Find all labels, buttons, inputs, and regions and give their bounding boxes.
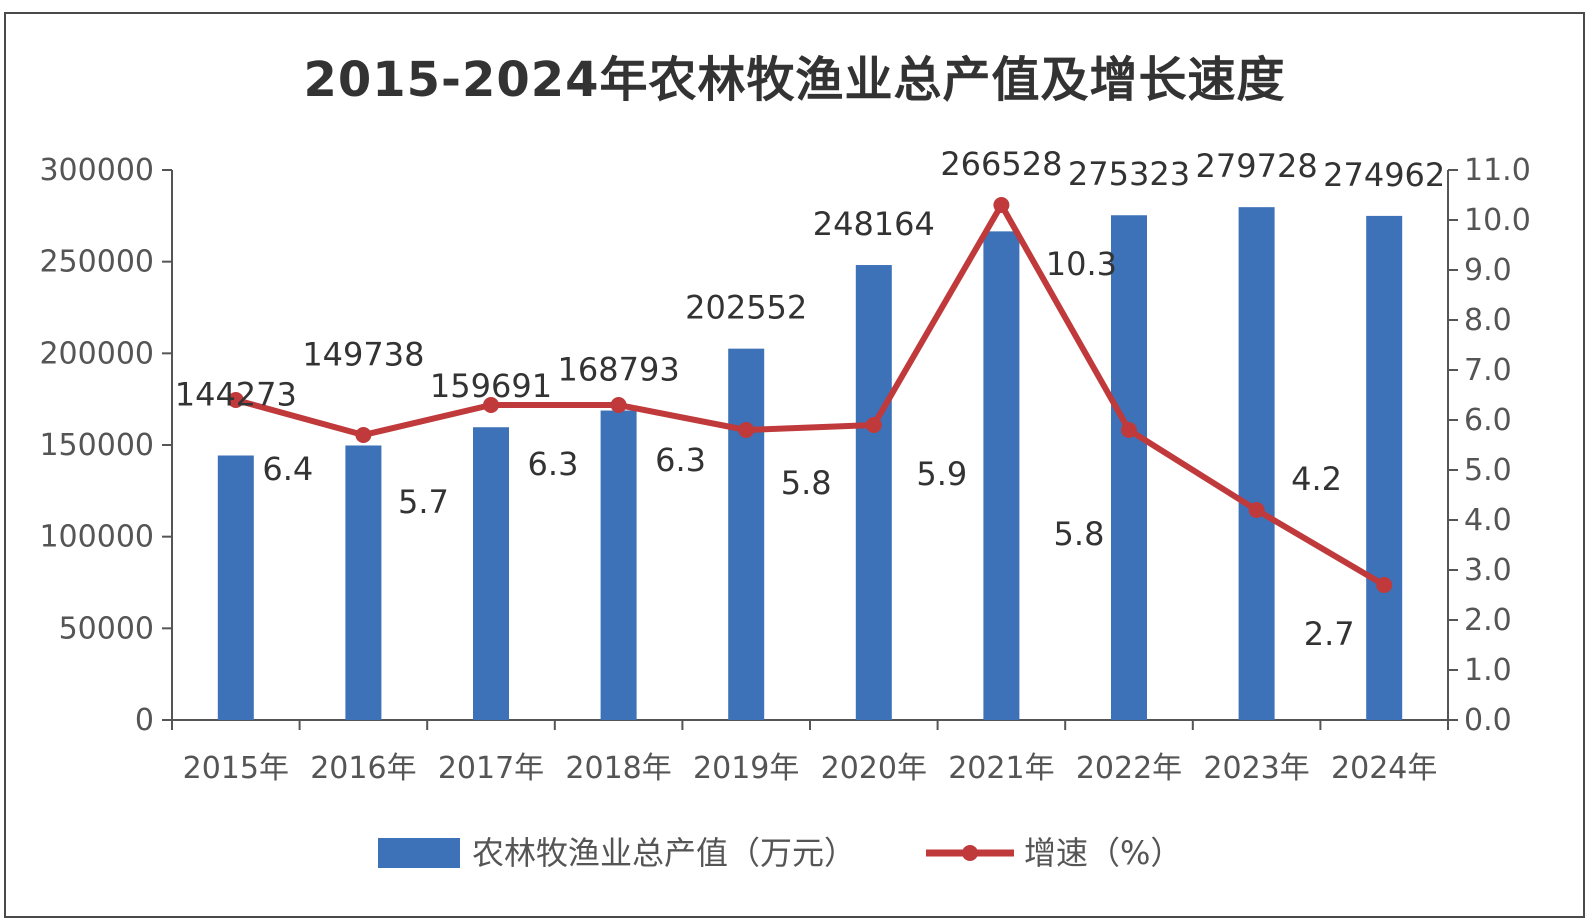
growth-point [1376, 577, 1393, 593]
growth-value-label: 6.3 [528, 445, 579, 483]
growth-point [1121, 422, 1137, 438]
growth-value-label: 5.7 [398, 483, 449, 521]
x-tick-label: 2022年 [1076, 751, 1182, 786]
growth-point [227, 392, 244, 408]
legend-bar-label: 农林牧渔业总产值（万元） [472, 834, 856, 872]
growth-value-label: 6.4 [262, 450, 313, 488]
x-tick-label: 2023年 [1203, 751, 1309, 786]
growth-point [483, 397, 499, 413]
bar-value-label: 275323 [1068, 155, 1190, 193]
y-right-tick-label: 7.0 [1464, 353, 1512, 388]
x-tick-label: 2020年 [821, 751, 927, 786]
y-right-tick-label: 3.0 [1464, 553, 1512, 588]
y-left-tick-label: 50000 [59, 611, 154, 646]
y-right-tick-label: 8.0 [1464, 303, 1512, 338]
growth-line [227, 197, 1393, 593]
bar [600, 410, 637, 720]
x-tick-label: 2015年 [183, 751, 289, 786]
x-tick-label: 2021年 [948, 751, 1054, 786]
growth-value-label: 4.2 [1291, 460, 1342, 498]
y-right-tick-label: 1.0 [1464, 653, 1512, 688]
bar-value-label: 274962 [1323, 156, 1445, 194]
y-left-tick-label: 250000 [39, 245, 154, 280]
bar-value-label: 144273 [175, 375, 297, 413]
y-left-tick-label: 0 [135, 703, 154, 738]
bar-value-label: 149738 [302, 335, 424, 373]
x-tick-label: 2018年 [565, 751, 671, 786]
bar-value-label: 266528 [940, 145, 1062, 183]
bar-value-label: 248164 [813, 205, 935, 243]
chart-frame [4, 12, 1585, 918]
growth-value-label: 2.7 [1304, 615, 1355, 653]
bar-value-label: 159691 [430, 367, 552, 405]
y-left-tick-label: 300000 [39, 153, 154, 188]
x-tick-label: 2024年 [1331, 751, 1437, 786]
growth-value-label: 6.3 [655, 441, 706, 479]
bar [855, 265, 892, 720]
x-tick-label: 2017年 [438, 751, 544, 786]
growth-point [865, 417, 882, 433]
legend-line-marker [962, 845, 978, 861]
growth-point [610, 397, 627, 413]
y-right-tick-label: 4.0 [1464, 503, 1512, 538]
y-left-tick-label: 200000 [39, 336, 154, 371]
bar [217, 455, 254, 720]
y-right-tick-label: 6.0 [1464, 403, 1512, 438]
bar [345, 445, 382, 720]
bar [473, 427, 509, 720]
y-right-tick-label: 11.0 [1464, 153, 1531, 188]
growth-point [1248, 502, 1265, 518]
y-right-tick-label: 9.0 [1464, 253, 1512, 288]
y-left-tick-label: 100000 [39, 520, 154, 555]
y-right-tick-label: 5.0 [1464, 453, 1512, 488]
growth-point [738, 422, 755, 438]
legend-line-label: 增速（%） [1024, 834, 1182, 872]
bar [728, 348, 765, 720]
bar [1366, 215, 1403, 720]
bar [1238, 207, 1275, 720]
growth-value-label: 5.8 [781, 464, 832, 502]
growth-value-label: 5.9 [916, 455, 967, 493]
growth-value-label: 10.3 [1046, 245, 1117, 283]
y-left-tick-label: 150000 [39, 428, 154, 463]
bar-value-label: 168793 [558, 351, 680, 389]
growth-point [993, 197, 1010, 213]
growth-line-path [235, 202, 1386, 588]
legend: 农林牧渔业总产值（万元） 增速（%） [378, 834, 1182, 872]
bar [1111, 215, 1147, 721]
y-right-tick-label: 2.0 [1464, 603, 1512, 638]
growth-point [355, 427, 372, 443]
x-tick-label: 2019年 [693, 751, 799, 786]
x-tick-label: 2016年 [310, 751, 416, 786]
bars [217, 207, 1403, 721]
bar [983, 231, 1020, 720]
y-right-tick-label: 0.0 [1464, 703, 1512, 738]
chart-title: 2015-2024年农林牧渔业总产值及增长速度 [303, 52, 1286, 108]
bar-value-label: 202552 [685, 289, 807, 327]
bar-value-label: 279728 [1196, 147, 1318, 185]
growth-value-label: 5.8 [1054, 515, 1105, 553]
legend-bar-swatch [378, 838, 460, 868]
axes: 0 50000 100000 150000 200000 250000 300000 0.0 1… [39, 153, 1530, 786]
y-right-tick-label: 10.0 [1464, 203, 1531, 238]
